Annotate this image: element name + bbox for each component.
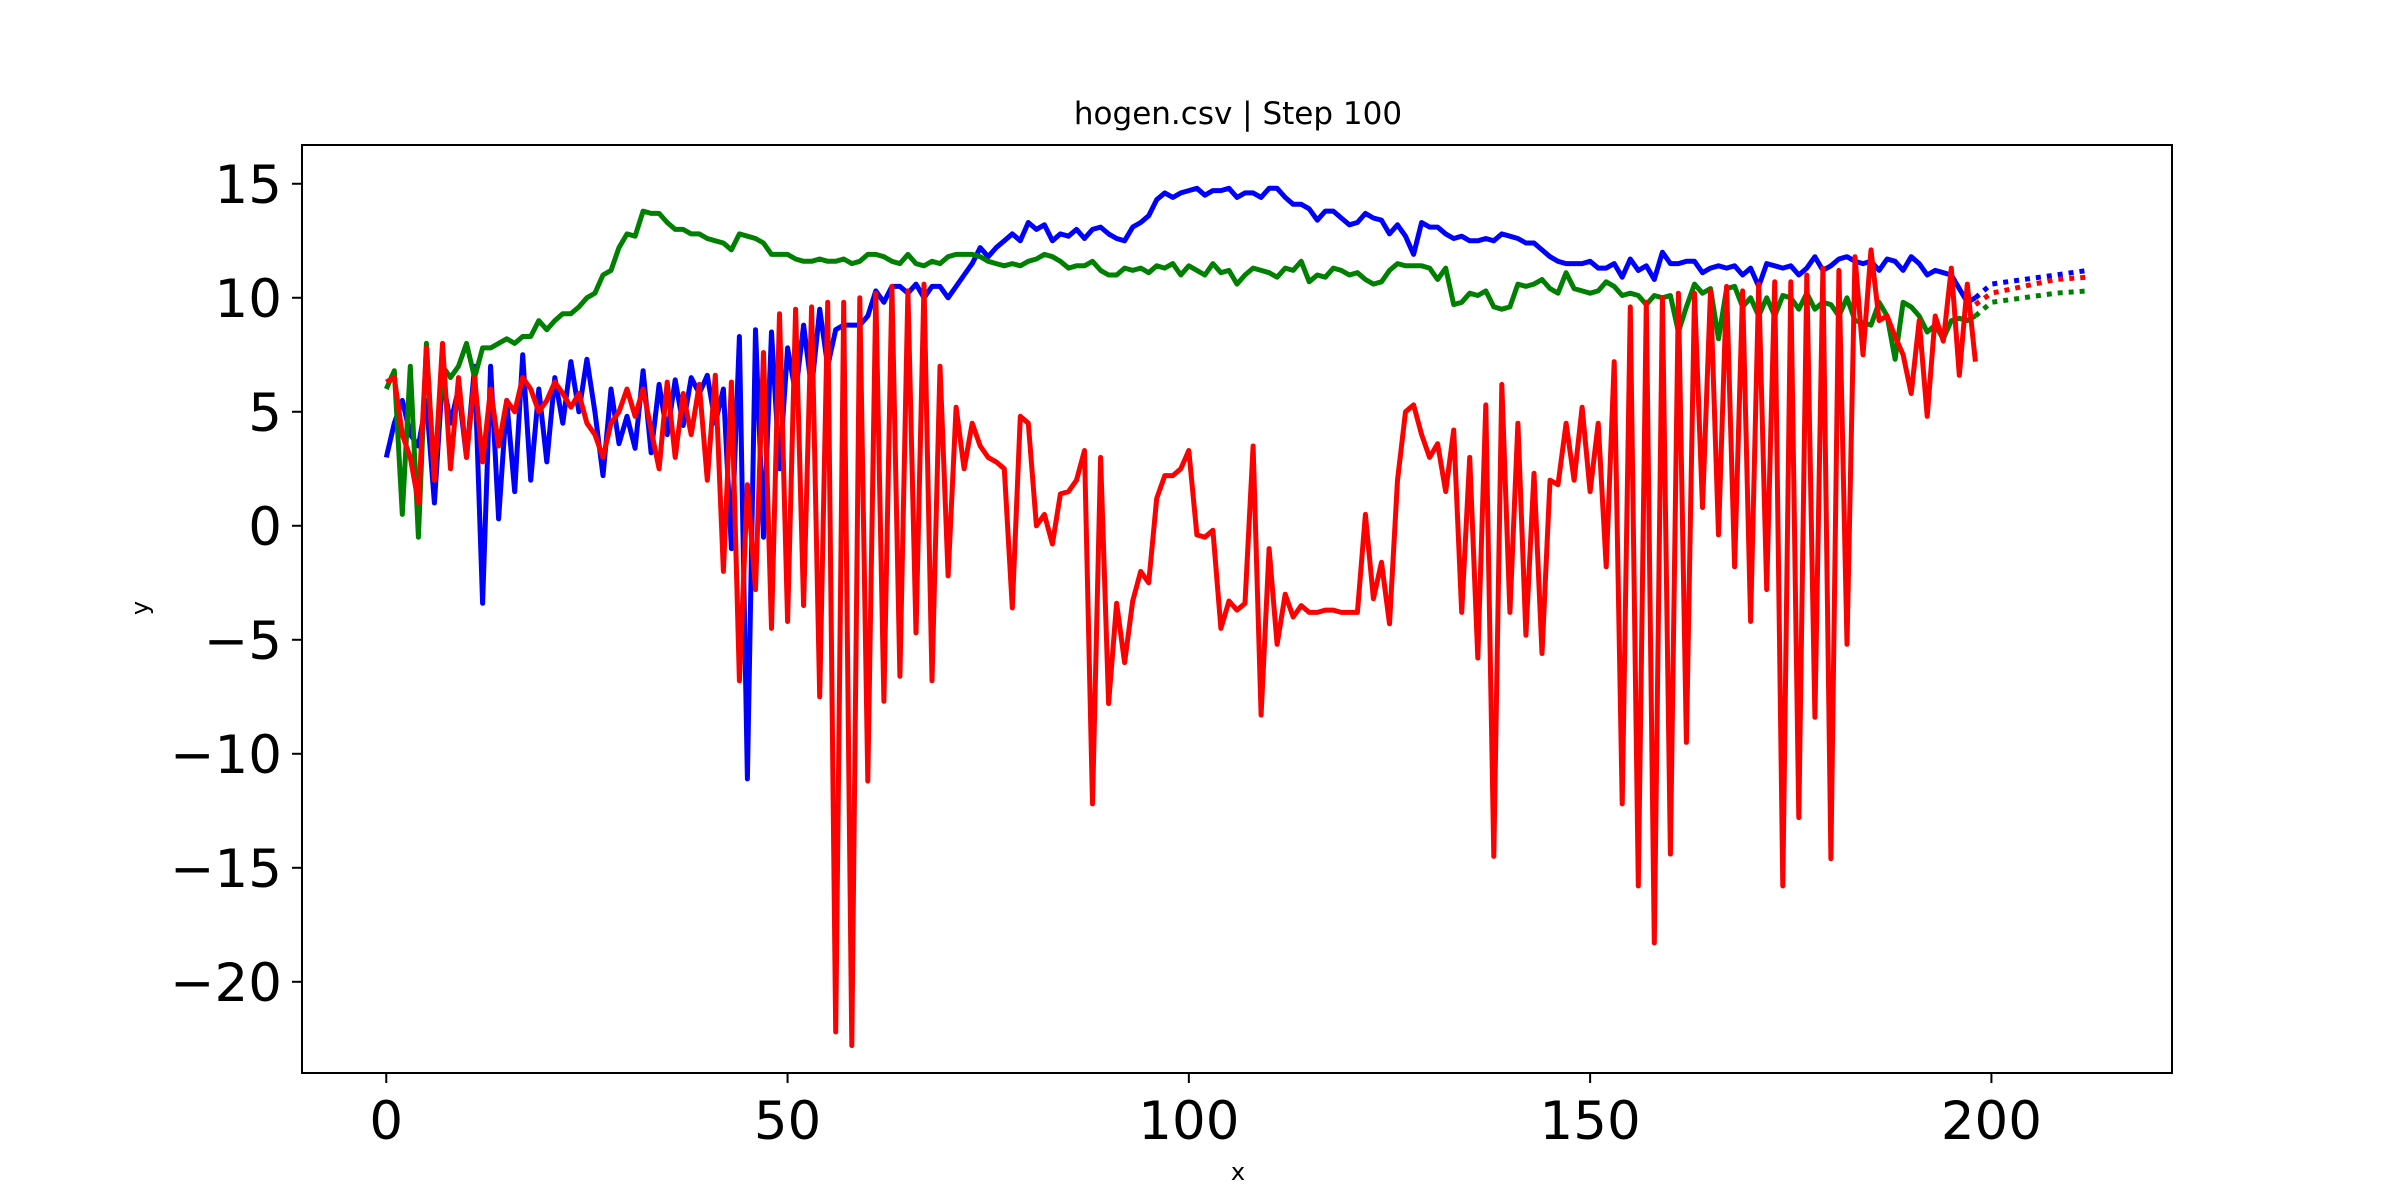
y-tick-label: 15 — [215, 155, 282, 216]
x-tick-label: 0 — [369, 1091, 403, 1152]
plot-frame — [301, 144, 2173, 1074]
chart-title: hogen.csv | Step 100 — [1074, 96, 1402, 132]
x-tick-label: 100 — [1138, 1091, 1239, 1152]
series-line-6 — [1973, 288, 2088, 318]
y-axis-ticks: 15 10 5 0 −5 −10 −15 −20 — [170, 155, 302, 1014]
series-line-5 — [1973, 274, 2088, 307]
y-tick-label: −15 — [170, 839, 282, 900]
y-axis-label: y — [126, 601, 154, 615]
y-tick-label: −20 — [170, 953, 282, 1014]
y-tick-label: −5 — [204, 611, 282, 672]
y-tick-label: 0 — [248, 497, 282, 558]
series-line-4 — [1973, 267, 2089, 300]
x-axis-ticks: 0 50 100 150 200 — [369, 1073, 2042, 1152]
y-tick-label: −10 — [170, 725, 282, 786]
y-tick-label: 10 — [215, 269, 282, 330]
series-layer — [383, 185, 2089, 1049]
series-line-1 — [383, 185, 1977, 782]
x-tick-label: 200 — [1941, 1091, 2042, 1152]
x-tick-label: 150 — [1540, 1091, 1641, 1152]
series-line-3 — [385, 247, 1978, 1049]
x-axis-label: x — [1231, 1158, 1245, 1186]
x-tick-label: 50 — [754, 1091, 821, 1152]
y-tick-label: 5 — [248, 383, 282, 444]
